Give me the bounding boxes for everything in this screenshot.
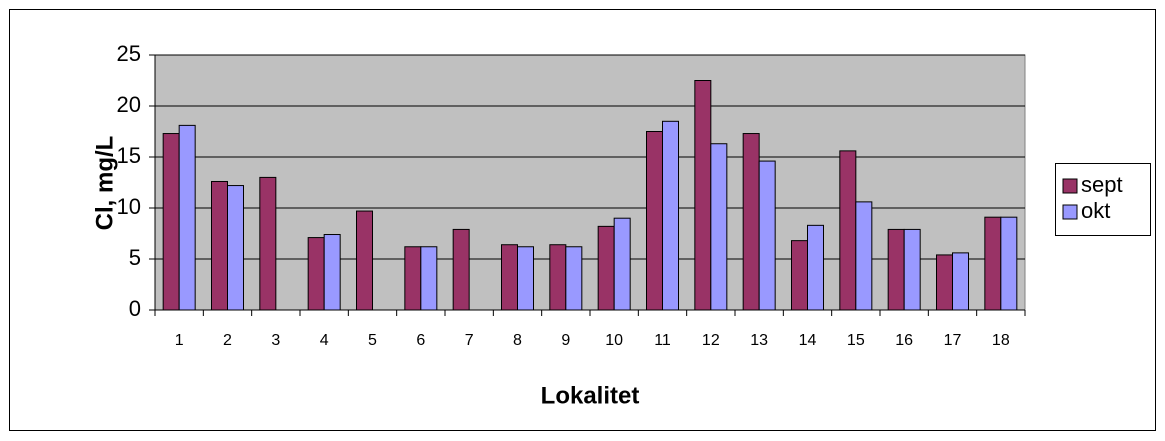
bar [178,124,196,311]
bar [597,225,615,311]
y-tick-label: 15 [117,143,141,168]
bar [452,228,470,311]
y-tick-label: 0 [129,296,141,321]
y-tick-label: 10 [117,194,141,219]
legend-label: okt [1081,198,1110,223]
x-tick-label: 2 [223,332,232,349]
x-tick-label: 14 [799,332,817,349]
x-tick-label: 11 [654,332,671,349]
bar [1000,216,1018,311]
x-tick-label: 13 [750,332,768,349]
x-tick-label: 17 [944,332,962,349]
bar [420,246,438,311]
x-tick-label: 9 [561,332,570,349]
bar [952,252,969,311]
y-tick-label: 20 [117,92,141,117]
legend-swatch [1062,204,1078,220]
bar [887,228,905,311]
bar [613,217,631,311]
y-tick-label: 25 [117,41,141,66]
bar [211,180,228,311]
y-tick-label: 5 [129,245,141,270]
bar [839,150,857,311]
bar [517,246,534,311]
x-tick-label: 3 [271,332,280,349]
y-axis-label: Cl, mg/L [91,136,118,231]
x-tick-label: 1 [175,332,184,349]
x-tick-label: 18 [992,332,1010,349]
bar [662,120,679,311]
x-tick-label: 8 [513,332,522,349]
bar [162,133,180,311]
bar [307,237,325,311]
bar [646,131,663,311]
bar [404,246,422,311]
bar [694,80,712,311]
bar [742,133,760,311]
bar [984,216,1002,311]
bar [710,143,728,311]
bar [323,234,341,311]
x-tick-label: 6 [416,332,425,349]
bar [903,228,921,311]
bar [227,185,244,311]
legend-label: sept [1081,172,1123,197]
x-tick-label: 5 [368,332,377,349]
bar [356,210,373,311]
x-tick-label: 7 [465,332,474,349]
x-tick-label: 4 [320,332,329,349]
bar [855,201,873,311]
x-tick-label: 15 [847,332,865,349]
x-tick-label: 12 [702,332,720,349]
x-tick-label: 16 [895,332,913,349]
bar [791,240,808,311]
legend-box [1055,163,1151,236]
x-tick-label: 10 [605,332,623,349]
legend-swatch [1062,178,1078,194]
bar [807,224,824,311]
bar [549,244,567,311]
bar [758,160,776,311]
bar [936,254,953,311]
x-axis-label: Lokalitet [541,382,640,409]
bar [501,244,518,311]
bar [259,176,277,311]
bar [565,246,583,311]
